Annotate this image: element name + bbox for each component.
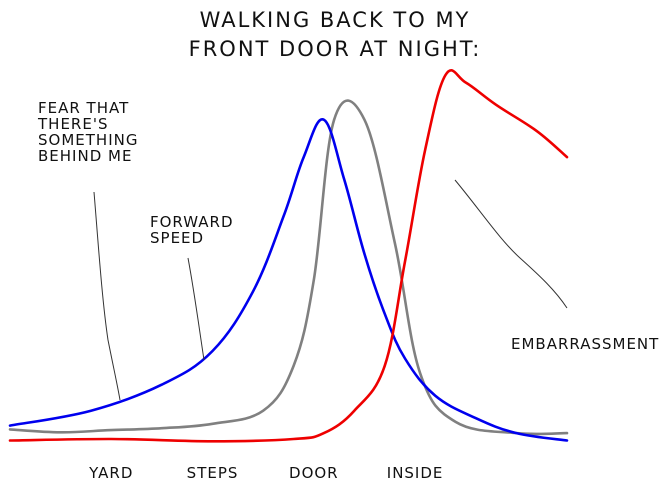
annotation-leader-forward-speed <box>187 257 205 361</box>
annotation-fear-that-there-s-something-behind-me-line-1: FEAR THAT <box>38 99 129 117</box>
series-line-embarrassment <box>8 69 569 443</box>
series-line-forward-speed <box>8 118 569 442</box>
annotation-embarrassment-line-1: EMBARRASSMENT <box>511 335 659 353</box>
annotation-fear-that-there-s-something-behind-me-line-4: BEHIND ME <box>38 147 132 165</box>
chart-title-line-2: FRONT DOOR AT NIGHT: <box>188 37 482 61</box>
x-tick-label-door: DOOR <box>289 464 339 482</box>
x-tick-label-yard: YARD <box>88 464 133 482</box>
series-line-fear-that-there-s-something-behind-me <box>8 99 569 436</box>
x-tick-label-inside: INSIDE <box>387 464 444 482</box>
annotation-fear-that-there-s-something-behind-me-line-3: SOMETHING <box>38 131 138 149</box>
annotation-leader-fear-that-there-s-something-behind-me <box>93 191 121 401</box>
x-tick-label-steps: STEPS <box>187 464 239 482</box>
annotation-leader-embarrassment <box>454 179 568 309</box>
annotation-fear-that-there-s-something-behind-me-line-2: THERE'S <box>37 115 108 133</box>
chart-title-line-1: WALKING BACK TO MY <box>199 8 471 32</box>
annotation-forward-speed-line-2: SPEED <box>150 229 204 247</box>
annotation-forward-speed-line-1: FORWARD <box>150 213 234 231</box>
